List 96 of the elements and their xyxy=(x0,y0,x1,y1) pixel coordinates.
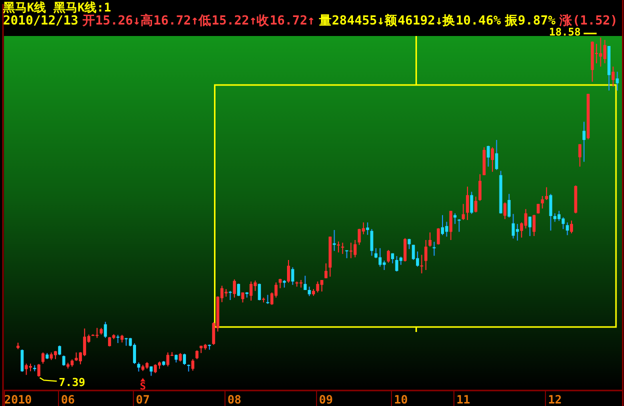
candlestick xyxy=(324,262,328,279)
candlestick xyxy=(395,256,398,272)
candlestick xyxy=(24,363,28,376)
candlestick xyxy=(258,283,261,301)
candlestick xyxy=(420,254,424,274)
candlestick xyxy=(386,249,390,264)
candlestick xyxy=(191,358,194,372)
candlestick xyxy=(508,193,511,218)
candlestick xyxy=(458,218,461,232)
candlestick xyxy=(266,294,270,304)
candlestick xyxy=(432,241,436,256)
x-tick-label: 09 xyxy=(319,392,333,406)
x-tick-label: 08 xyxy=(227,392,242,406)
candlestick xyxy=(58,344,62,356)
candlestick xyxy=(516,223,519,242)
candlestick xyxy=(445,221,448,238)
candlestick xyxy=(341,242,344,254)
candlestick xyxy=(528,216,532,237)
candlestick xyxy=(599,37,602,68)
candlestick xyxy=(382,260,386,270)
candlestick xyxy=(466,186,469,220)
candlestick xyxy=(316,281,320,293)
candlestick xyxy=(108,336,112,347)
candlestick xyxy=(370,228,374,256)
candlestick xyxy=(603,39,606,64)
candlestick xyxy=(137,362,140,372)
candlestick xyxy=(366,222,370,236)
candlestick xyxy=(336,241,340,253)
candlestick xyxy=(428,232,432,248)
candlestick xyxy=(570,220,574,234)
candlestick xyxy=(349,242,352,259)
candlestick xyxy=(304,275,307,291)
text: 涨(1.52) xyxy=(558,12,618,28)
candlestick xyxy=(558,210,561,222)
candlestick xyxy=(182,353,186,366)
candlestick xyxy=(616,71,619,92)
candlestick xyxy=(41,352,44,364)
candlestick xyxy=(436,228,440,246)
candlestick xyxy=(474,196,478,213)
candlestick xyxy=(566,222,569,236)
candlestick xyxy=(441,214,444,236)
candlestick xyxy=(320,280,324,292)
candlestick xyxy=(291,266,294,286)
candlestick xyxy=(250,281,253,302)
candlestick xyxy=(354,239,357,258)
candlestick xyxy=(545,186,548,200)
candlestick xyxy=(83,328,86,357)
candlestick xyxy=(332,229,336,252)
annotation: S xyxy=(140,381,146,392)
candlestick xyxy=(495,139,498,170)
candlestick xyxy=(287,259,290,284)
candlestick xyxy=(612,66,615,88)
candlestick xyxy=(96,327,99,338)
x-tick-label: 2010 xyxy=(4,392,32,406)
candlestick xyxy=(503,202,506,220)
x-tick-label: 10 xyxy=(394,392,408,406)
candlestick xyxy=(449,210,452,240)
text: 量284455↓额46192↓换10.46% xyxy=(318,12,502,28)
x-tick-label: 07 xyxy=(136,392,150,406)
candlestick xyxy=(404,238,407,262)
candlestick xyxy=(62,354,66,366)
candlestick xyxy=(358,228,361,246)
candlestick xyxy=(453,212,456,224)
candlestick xyxy=(478,174,482,202)
x-tick-label: 06 xyxy=(61,392,75,406)
candlestick xyxy=(470,191,474,214)
candlestick xyxy=(549,193,552,232)
candlestick xyxy=(20,348,24,372)
candlestick xyxy=(166,352,170,367)
candlestick xyxy=(424,239,428,270)
candlestick xyxy=(462,203,465,220)
candlestick xyxy=(486,145,490,168)
candlestick xyxy=(308,286,311,297)
candlestick xyxy=(562,216,565,230)
x-tick-label: 12 xyxy=(548,392,562,406)
candlestick xyxy=(524,208,528,229)
annotation: 18.58 xyxy=(549,26,581,38)
text: 振9.87% xyxy=(504,12,556,28)
candlestick xyxy=(540,196,544,209)
annotation: 7.39 xyxy=(58,376,86,390)
chart-title: 黑马K线 黑马K线:1 xyxy=(2,0,112,14)
candlestick xyxy=(378,248,382,268)
candlestick xyxy=(582,121,586,162)
candlestick xyxy=(104,321,107,338)
candlestick xyxy=(374,248,378,259)
x-tick-label: 11 xyxy=(456,392,470,406)
text: 开15.26↓高16.72↑低15.22↑收16.72↑ xyxy=(81,12,315,28)
candlestick xyxy=(578,144,582,168)
candlestick xyxy=(512,213,515,239)
candlestick xyxy=(37,363,40,378)
candlestick xyxy=(237,283,240,297)
candlestick xyxy=(532,214,536,237)
chart-subtitle: 2010/12/13 xyxy=(3,12,78,28)
candlestick xyxy=(490,146,494,172)
candlestick xyxy=(228,290,232,301)
candlestick xyxy=(232,278,236,298)
